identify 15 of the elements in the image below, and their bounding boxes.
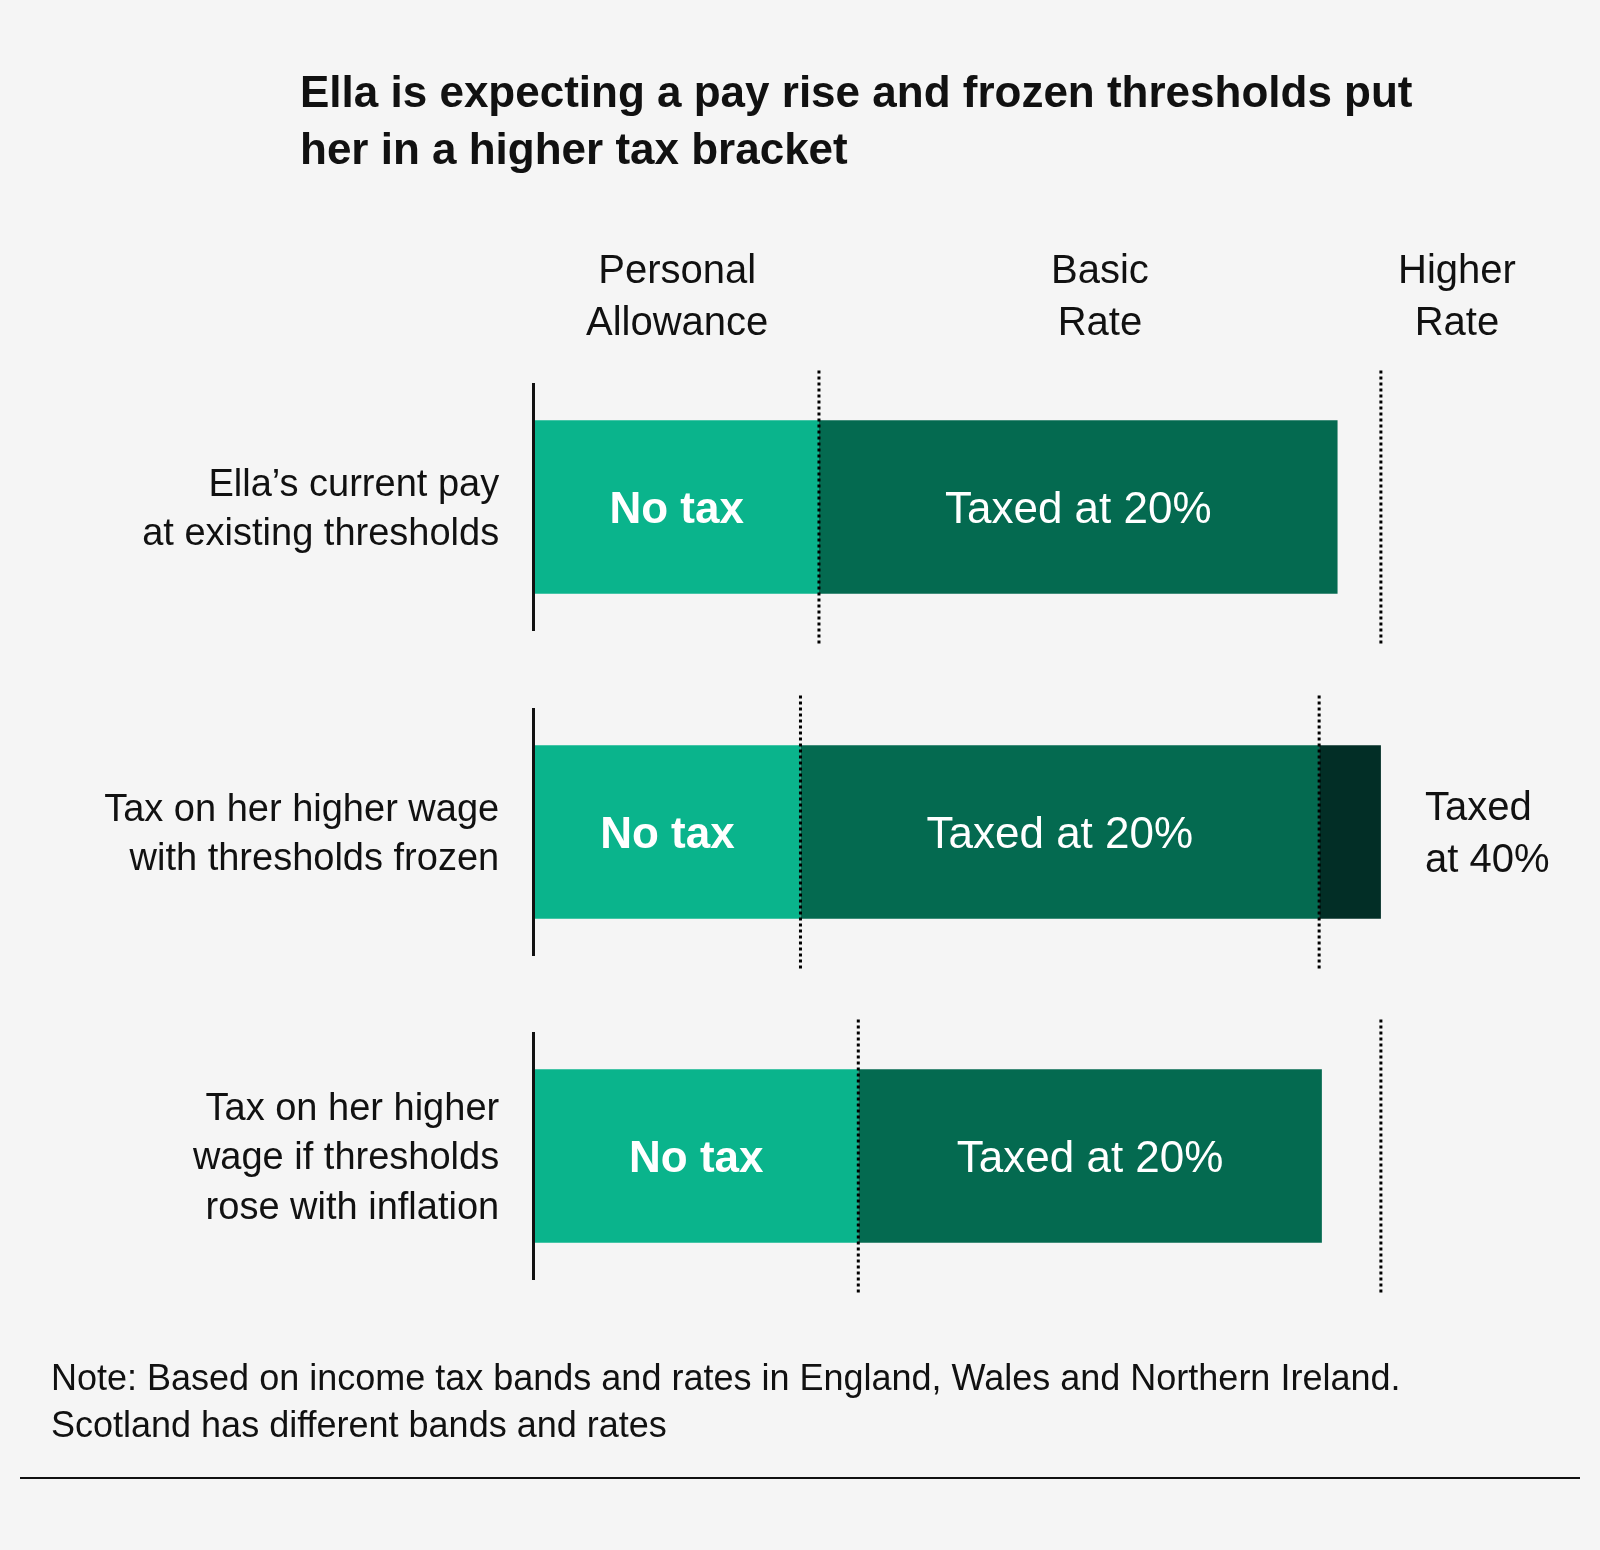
chart-title: Ella is expecting a pay rise and frozen thresholds put her in a higher tax bracket — [300, 67, 1413, 174]
y-tick-label: Tax on her higher wage if thresholds rose with inflation — [191, 1085, 500, 1227]
text: Higher Rate — [1398, 247, 1516, 343]
y-tick-label: Ella’s current pay at existing thresholds — [142, 461, 500, 553]
series-label: No tax — [600, 807, 736, 857]
series-label: Taxed at 20% — [926, 807, 1194, 857]
series-label: Taxed at 20% — [956, 1131, 1224, 1181]
series-label: No tax — [609, 482, 745, 532]
series-label: No tax — [629, 1131, 765, 1181]
text: Note: Based on income tax bands and rates in England, Wales and Northern Ireland. Scotland has different bands and rates — [51, 1357, 1401, 1445]
series-label: Taxed at 20% — [944, 482, 1212, 532]
text: Personal Allowance — [586, 247, 769, 343]
text: Basic Rate — [1051, 247, 1149, 343]
y-tick-label: Tax on her higher wage with thresholds frozen — [104, 786, 500, 878]
series-label: Taxed at 40% — [1425, 784, 1550, 880]
